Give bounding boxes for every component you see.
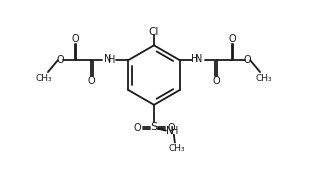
Text: O: O [72,34,79,44]
Text: CH₃: CH₃ [36,74,52,83]
Text: Cl: Cl [149,27,159,37]
Text: O: O [57,55,65,65]
Text: O: O [229,34,236,44]
Text: S: S [150,122,158,132]
Text: N: N [166,126,174,136]
Text: O: O [133,123,141,133]
Text: O: O [88,76,95,86]
Text: O: O [243,55,251,65]
Text: O: O [167,123,175,133]
Text: CH₃: CH₃ [168,144,185,153]
Text: H: H [108,55,115,65]
Text: H: H [191,54,198,64]
Text: N: N [195,54,202,64]
Text: CH₃: CH₃ [256,74,273,83]
Text: O: O [213,76,220,86]
Text: H: H [171,126,179,136]
Text: N: N [104,54,111,64]
